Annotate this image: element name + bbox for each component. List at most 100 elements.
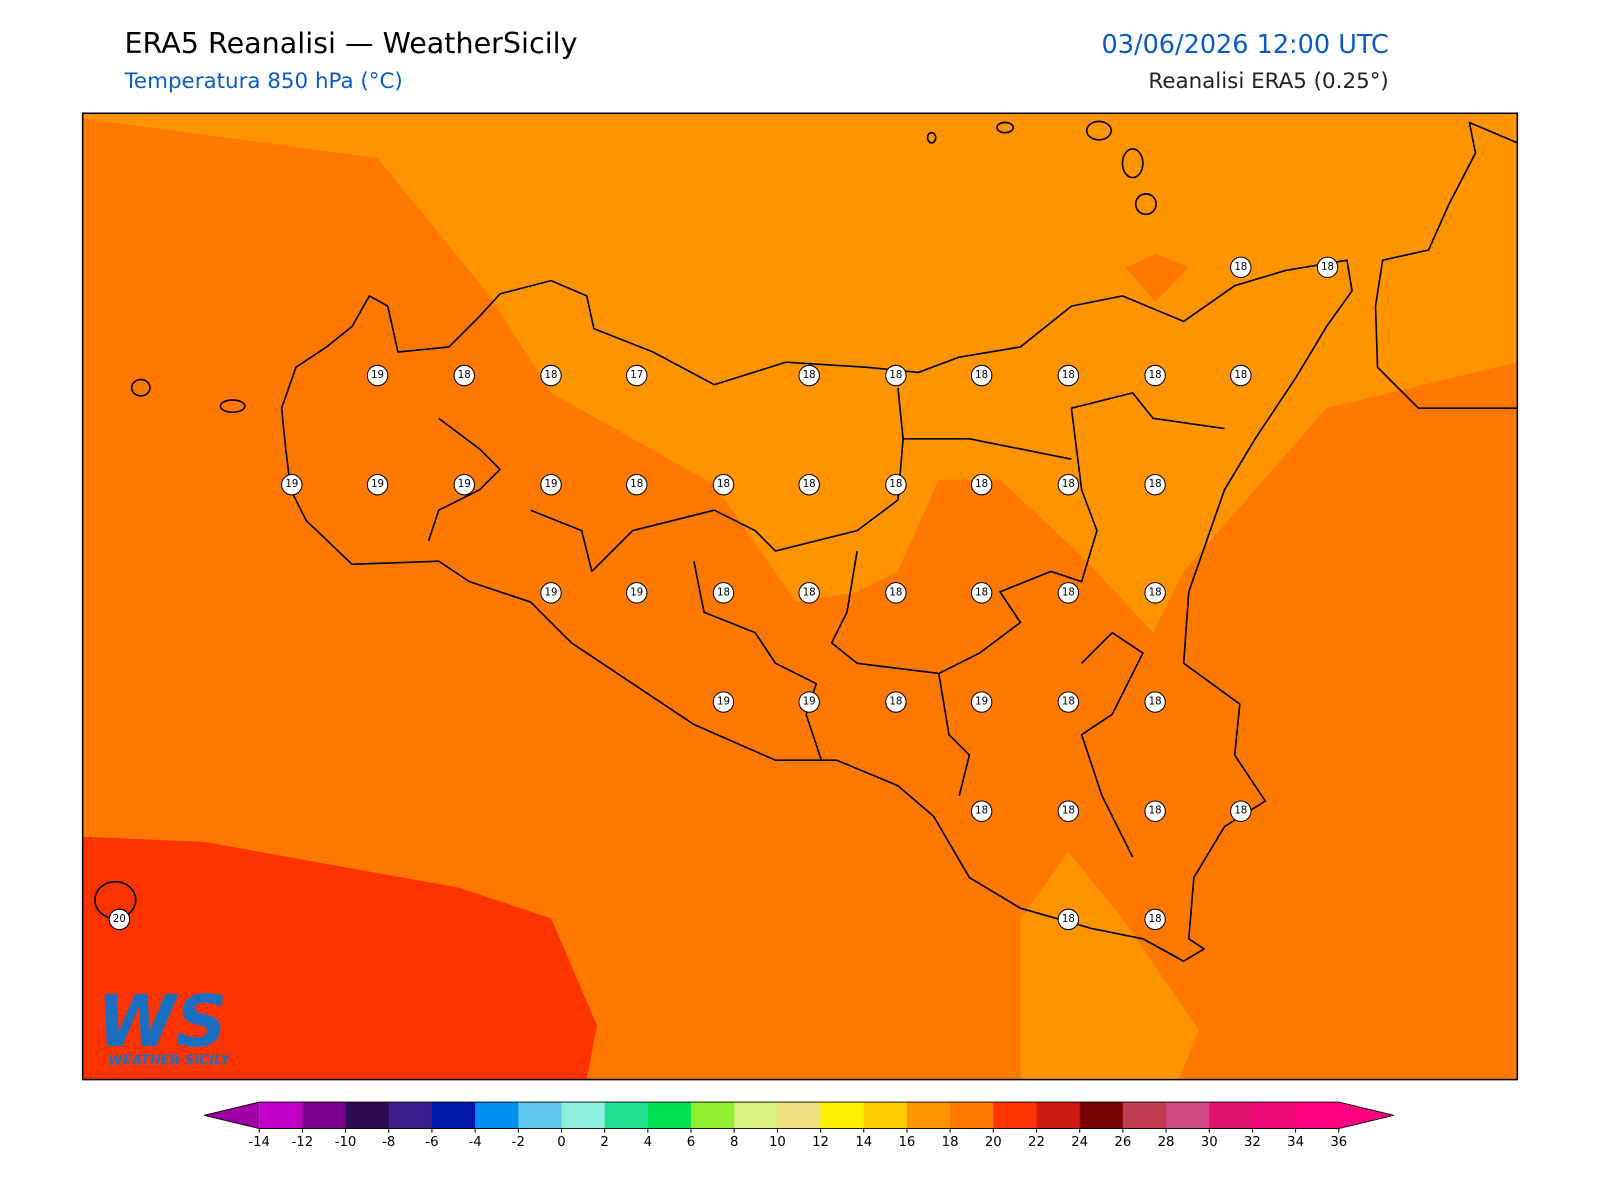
station-marker	[1057, 582, 1080, 604]
colorbar-tick-label: 12	[812, 1135, 829, 1150]
station-value: 19	[545, 479, 558, 490]
source: Reanalisi ERA5 (0.25°)	[1148, 69, 1388, 94]
station-marker	[970, 691, 993, 713]
station-value: 18	[1149, 479, 1162, 490]
station-value: 18	[1062, 697, 1075, 708]
colorbar-bin	[518, 1102, 562, 1129]
station-marker	[1230, 800, 1252, 822]
station-value: 19	[371, 479, 384, 490]
colorbar-bin	[863, 1102, 908, 1129]
station-value: 20	[113, 914, 126, 925]
colorbar-bin	[1036, 1102, 1081, 1129]
island	[996, 121, 1015, 134]
station-marker	[885, 691, 907, 713]
station-value: 19	[630, 587, 643, 598]
colorbar-tick-label: -2	[512, 1135, 525, 1150]
colorbar-bin	[388, 1102, 433, 1129]
colorbar-tick-label: 26	[1114, 1135, 1131, 1150]
station-marker	[453, 473, 475, 496]
station-marker	[798, 364, 820, 387]
station-marker	[1144, 473, 1166, 496]
station-value: 18	[803, 587, 816, 598]
colorbar-bin	[431, 1102, 476, 1129]
colorbar-tick-label: 22	[1028, 1135, 1045, 1150]
station-marker	[885, 364, 907, 387]
colorbar-extend-low	[204, 1102, 260, 1129]
colorbar-bin	[993, 1102, 1037, 1129]
station-value: 18	[975, 479, 988, 490]
colorbar-bin	[691, 1102, 735, 1129]
station-marker	[1316, 256, 1339, 279]
station-value: 18	[1234, 806, 1247, 817]
station-marker	[626, 364, 648, 387]
station-value: 19	[458, 479, 471, 490]
station-marker	[1144, 908, 1166, 931]
station-marker	[1144, 364, 1166, 387]
station-marker	[453, 364, 475, 387]
calabria-coast	[1374, 121, 1518, 409]
station-value: 19	[285, 479, 298, 490]
colorbar-tick-label: -12	[292, 1135, 314, 1150]
colorbar-tick-label: -14	[248, 1135, 270, 1150]
colorbar-bin	[647, 1102, 692, 1129]
station-value: 18	[630, 479, 643, 490]
colorbar-tick-label: 6	[687, 1135, 695, 1150]
colorbar: -14 -12 -10 -8 -6 -4 -2 0 2 4 6 8 10 12 14 16 18 20 22 24 26…	[203, 1101, 1394, 1150]
station-value: 18	[889, 370, 902, 381]
station-marker	[712, 582, 735, 604]
station-value: 18	[975, 587, 988, 598]
island	[1121, 148, 1144, 179]
station-marker	[1057, 908, 1080, 931]
stations: 18 18 19 18 18 17 18 18 18 18 18 18 19 19 19 19 18 18 18 18…	[108, 256, 1339, 931]
island	[926, 131, 937, 144]
colorbar-bin	[950, 1102, 994, 1129]
station-marker	[970, 582, 993, 604]
station-marker	[885, 473, 907, 496]
station-value: 18	[889, 587, 902, 598]
colorbar-tick-label: 18	[942, 1135, 959, 1150]
datetime: 03/06/2026 12:00 UTC	[1102, 30, 1389, 60]
station-value: 18	[975, 806, 988, 817]
station-marker	[366, 473, 389, 496]
station-marker	[970, 364, 993, 387]
colorbar-tick-label: 32	[1244, 1135, 1261, 1150]
colorbar-bin	[345, 1102, 390, 1129]
station-value: 19	[545, 587, 558, 598]
title: ERA5 Reanalisi — WeatherSicily	[124, 26, 577, 60]
station-value: 18	[1149, 914, 1162, 925]
station-value: 18	[803, 479, 816, 490]
field-18-20	[1125, 254, 1189, 303]
station-value: 18	[1149, 806, 1162, 817]
colorbar-bin	[1122, 1102, 1167, 1129]
colorbar-bin	[1252, 1102, 1297, 1129]
station-value: 18	[803, 370, 816, 381]
island	[1134, 193, 1157, 216]
colorbar-bin	[820, 1102, 865, 1129]
colorbar-bin	[475, 1102, 519, 1129]
station-marker	[1144, 691, 1166, 713]
station-value: 18	[717, 587, 730, 598]
station-marker	[540, 473, 562, 496]
station-value: 18	[975, 370, 988, 381]
station-value: 18	[1062, 370, 1075, 381]
colorbar-bin	[1166, 1102, 1210, 1129]
colorbar-bin	[734, 1102, 778, 1129]
colorbar-bin	[259, 1102, 303, 1129]
logo-text: WEATHER SICILY	[108, 1053, 231, 1068]
station-marker	[1057, 800, 1080, 822]
station-marker	[1144, 582, 1166, 604]
colorbar-extend-high	[1338, 1102, 1394, 1129]
station-value: 18	[1234, 370, 1247, 381]
station-value: 18	[1062, 587, 1075, 598]
station-marker	[366, 364, 389, 387]
station-value: 18	[1149, 587, 1162, 598]
colorbar-tick-label: 2	[600, 1135, 608, 1150]
station-value: 18	[1062, 479, 1075, 490]
colorbar-bin	[777, 1102, 822, 1129]
station-marker	[712, 691, 735, 713]
station-value: 18	[1149, 370, 1162, 381]
station-marker	[712, 473, 735, 496]
field-20-22	[82, 836, 597, 1080]
station-value: 19	[717, 697, 730, 708]
